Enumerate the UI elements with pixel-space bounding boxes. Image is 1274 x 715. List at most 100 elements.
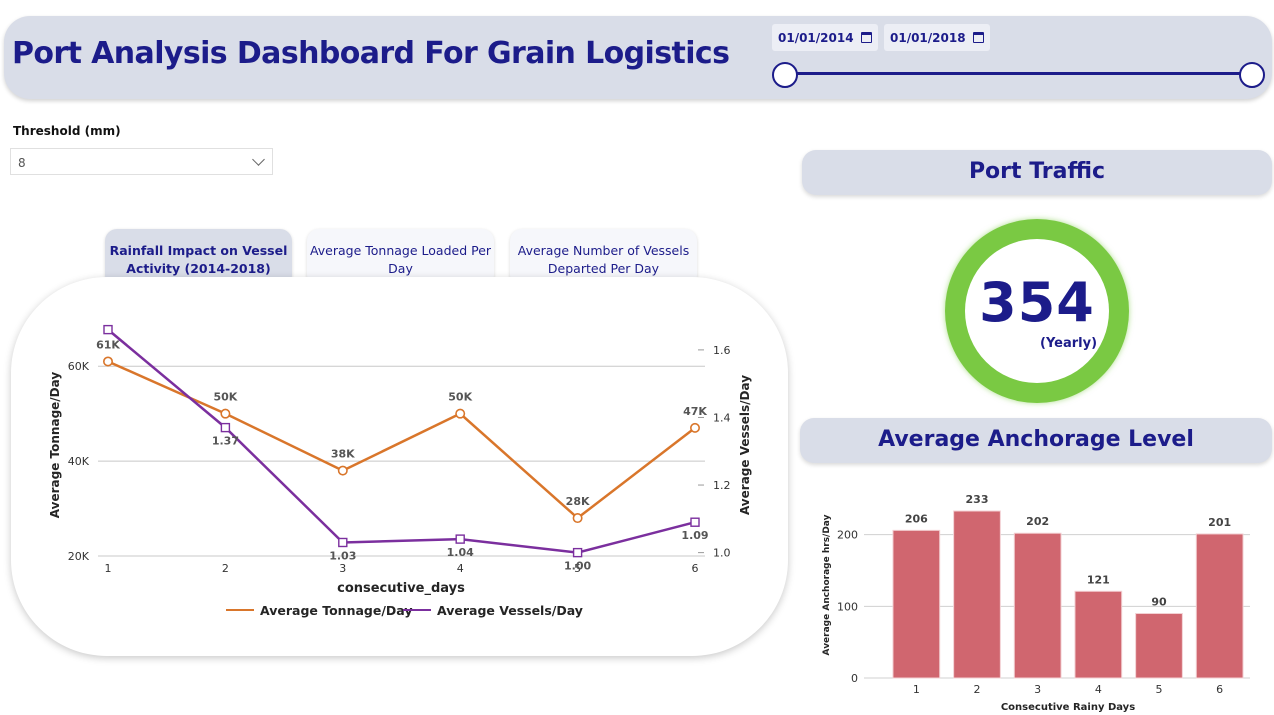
- tonnage-data-label: 50K: [213, 391, 237, 404]
- header-banner: Port Analysis Dashboard For Grain Logist…: [4, 16, 1272, 99]
- tonnage-series-line: [107, 360, 696, 520]
- start-date-value: 01/01/2014: [778, 30, 854, 45]
- vessels-data-point: [338, 537, 348, 548]
- line-chart-grid: 20K 40K 60K 1.0 1.2 1.4 1.6 1 2 3 4 5 6: [68, 344, 731, 575]
- gauge-center: [965, 239, 1109, 383]
- tab-label: Average Number of Vessels: [517, 243, 690, 258]
- port-traffic-gauge: 354 (Yearly): [945, 219, 1129, 403]
- threshold-value: 8: [18, 156, 26, 170]
- vessels-data-point: [572, 547, 583, 558]
- threshold-label: Threshold (mm): [13, 124, 121, 138]
- bar-x-tick-label: 5: [1156, 683, 1163, 696]
- vessels-data-label: 1.00: [564, 560, 591, 573]
- calendar-icon[interactable]: [972, 32, 984, 43]
- threshold-dropdown[interactable]: 8: [10, 148, 273, 175]
- vessels-data-point: [220, 422, 231, 433]
- left-axis-title: Average Tonnage/Day: [48, 372, 62, 519]
- line-chart-marks: 61K 50K 38K 50K 28K 47K 1.37 1.03 1.04 1.00 1.09: [96, 324, 709, 573]
- page-title: Port Analysis Dashboard For Grain Logist…: [12, 36, 730, 71]
- bar: [1195, 533, 1244, 679]
- tonnage-data-point: [103, 356, 114, 367]
- vessels-series-line: [107, 328, 696, 554]
- right-axis-label: Average Vessels/Day: [738, 375, 752, 515]
- date-range-end-handle[interactable]: [1239, 62, 1265, 88]
- bar-value-label: 206: [905, 512, 928, 525]
- vessels-data-point: [455, 534, 465, 544]
- vessels-data-label: 1.04: [447, 546, 474, 559]
- bar: [892, 529, 941, 679]
- tonnage-data-label: 61K: [96, 338, 120, 351]
- legend-label-tonnage: Average Tonnage/Day: [260, 603, 412, 618]
- tonnage-data-point: [689, 422, 700, 433]
- chart-legend: Average Tonnage/Day Average Vessels/Day: [226, 603, 583, 618]
- bar-x-tick-label: 1: [913, 683, 920, 696]
- bar-x-tick-label: 6: [1216, 683, 1223, 696]
- end-date-input[interactable]: 01/01/2018: [884, 24, 990, 51]
- calendar-icon[interactable]: [860, 32, 872, 43]
- tonnage-data-label: 47K: [683, 405, 707, 418]
- bar-y-tick-label: 100: [837, 600, 858, 613]
- bar: [1013, 532, 1062, 679]
- bar-x-axis-label: Consecutive Rainy Days: [1001, 702, 1135, 713]
- y-tick-label: 40K: [68, 455, 90, 468]
- x-tick-label: 3: [339, 562, 346, 575]
- start-date-input[interactable]: 01/01/2014: [772, 24, 878, 51]
- date-range-start-handle[interactable]: [772, 62, 798, 88]
- y2-tick-label: 1.2: [713, 479, 731, 492]
- tab-label: Activity (2014-2018): [126, 261, 271, 276]
- tonnage-data-point: [220, 408, 231, 419]
- port-traffic-value: 354: [979, 271, 1095, 334]
- bar-x-tick-label: 4: [1095, 683, 1102, 696]
- date-range-slider-track[interactable]: [785, 72, 1252, 75]
- tab-average-tonnage[interactable]: Average Tonnage Loaded Per Day: [307, 229, 494, 287]
- bar-y-axis-title: Average Anchorage hrs/Day: [822, 514, 832, 655]
- tab-label: Day: [388, 261, 413, 276]
- bar-value-label: 202: [1026, 515, 1049, 528]
- x-tick-label: 1: [105, 562, 112, 575]
- y2-tick-label: 1.0: [713, 547, 731, 560]
- tonnage-data-point: [572, 513, 583, 524]
- end-date-value: 01/01/2018: [890, 30, 966, 45]
- vessels-data-label: 1.37: [212, 435, 239, 448]
- bar-value-label: 90: [1151, 596, 1167, 609]
- port-traffic-title: Port Traffic: [802, 150, 1272, 195]
- x-tick-label: 5: [574, 562, 581, 575]
- y-tick-label: 60K: [68, 360, 90, 373]
- anchorage-title: Average Anchorage Level: [800, 418, 1272, 463]
- bar-chart-marks: 206 1 233 2 202 3 121 4 90 5 201 6: [892, 493, 1244, 696]
- right-axis-title: Average Vessels/Day: [738, 375, 752, 515]
- vessels-data-label: 1.03: [329, 549, 356, 562]
- y2-tick-label: 1.6: [713, 344, 731, 357]
- port-traffic-period: (Yearly): [1040, 336, 1098, 351]
- bar-value-label: 121: [1087, 573, 1110, 586]
- legend-label-vessels: Average Vessels/Day: [437, 603, 583, 618]
- bar-y-tick-label: 200: [837, 529, 858, 542]
- y-tick-label: 20K: [68, 550, 90, 563]
- line-chart-card: [11, 277, 788, 656]
- y2-tick-label: 1.4: [713, 411, 731, 424]
- tab-rainfall-impact[interactable]: Rainfall Impact on Vessel Activity (2014…: [105, 229, 292, 287]
- tonnage-data-label: 50K: [448, 391, 472, 404]
- bar-x-tick-label: 3: [1034, 683, 1041, 696]
- x-tick-label: 6: [692, 562, 699, 575]
- tab-label: Average Tonnage Loaded Per: [309, 243, 492, 258]
- tab-label: Rainfall Impact on Vessel: [109, 243, 288, 258]
- bar-value-label: 233: [966, 493, 989, 506]
- vessels-data-point: [690, 517, 700, 527]
- bar-y-tick-label: 0: [851, 672, 858, 685]
- tonnage-data-label: 28K: [566, 495, 590, 508]
- x-tick-label: 2: [222, 562, 229, 575]
- left-axis-label: Average Tonnage/Day: [48, 372, 62, 519]
- x-axis-label: consecutive_days: [337, 581, 465, 596]
- bar: [953, 510, 1001, 679]
- bar: [1074, 590, 1123, 679]
- vessels-data-point: [103, 324, 113, 335]
- tonnage-data-point: [337, 465, 348, 476]
- bar-value-label: 201: [1208, 516, 1231, 529]
- tonnage-data-point: [455, 408, 466, 419]
- vessels-data-label: 1.09: [681, 529, 708, 542]
- tonnage-data-label: 38K: [331, 448, 355, 461]
